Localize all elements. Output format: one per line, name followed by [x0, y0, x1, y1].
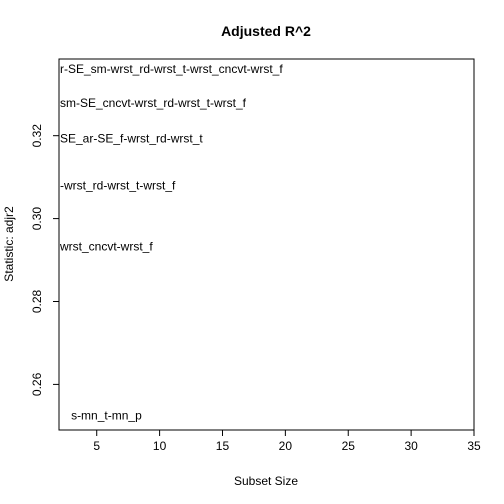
x-tick-label: 15: [216, 439, 230, 453]
point-label: sm-SE_cncvt-wrst_rd-wrst_t-wrst_f: [60, 96, 247, 110]
y-tick-label: 0.28: [30, 289, 44, 313]
x-tick-label: 5: [93, 439, 100, 453]
x-axis-label: Subset Size: [234, 474, 298, 488]
y-tick-label: 0.30: [30, 207, 44, 231]
y-axis: 0.26 0.28 0.30 0.32: [30, 124, 60, 396]
point-label: wrst_cncvt-wrst_f: [59, 239, 153, 253]
x-tick-label: 25: [342, 439, 356, 453]
y-tick-label: 0.32: [30, 124, 44, 148]
x-tick-label: 10: [153, 439, 167, 453]
x-tick-label: 35: [467, 439, 481, 453]
chart-title: Adjusted R^2: [221, 23, 311, 39]
y-tick-label: 0.26: [30, 372, 44, 396]
point-label: r-SE_sm-wrst_rd-wrst_t-wrst_cncvt-wrst_f: [60, 62, 283, 76]
x-axis: 5 10 15 20 25 30 35: [93, 429, 481, 453]
point-label: s-mn_t-mn_p: [71, 408, 142, 422]
x-tick-label: 30: [404, 439, 418, 453]
y-axis-label: Statistic: adjr2: [2, 206, 16, 282]
point-labels: s-mn_t-mn_p wrst_cncvt-wrst_f -wrst_rd-wrs…: [59, 62, 283, 423]
x-tick-label: 20: [279, 439, 293, 453]
point-label: SE_ar-SE_f-wrst_rd-wrst_t: [60, 132, 203, 146]
point-label: -wrst_rd-wrst_t-wrst_f: [60, 178, 176, 192]
